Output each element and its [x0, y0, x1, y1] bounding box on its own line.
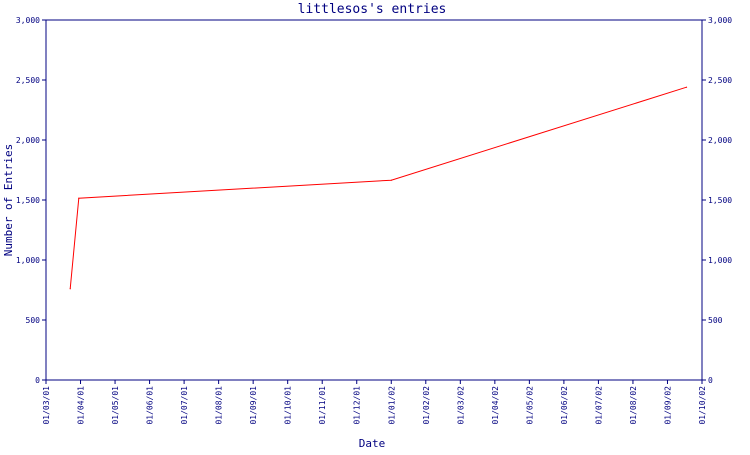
- chart-title: littlesos's entries: [298, 2, 447, 17]
- x-tick-label: 01/03/02: [456, 386, 465, 425]
- y-tick-label-right: 2,500: [708, 76, 732, 85]
- y-axis-left: 0 500 1,000 1,500 2,000 2,500 3,000: [16, 16, 46, 385]
- x-tick-label: 01/02/02: [422, 386, 431, 425]
- y-tick-label-left: 2,500: [16, 76, 40, 85]
- x-tick-label: 01/08/02: [629, 386, 638, 425]
- x-tick-label: 01/11/01: [318, 386, 327, 425]
- series-line: [69, 86, 687, 289]
- y-tick-label-left: 500: [26, 316, 41, 325]
- x-tick-label: 01/12/01: [353, 386, 362, 425]
- y-tick-label-right: 1,000: [708, 256, 732, 265]
- x-tick-label: 01/06/02: [560, 386, 569, 425]
- data-point: [390, 179, 392, 181]
- x-axis-label: Date: [359, 437, 386, 450]
- series-layer: [69, 86, 688, 290]
- x-tick-label: 01/07/02: [594, 386, 603, 425]
- y-tick-label-right: 0: [708, 376, 713, 385]
- x-tick-label: 01/05/02: [525, 386, 534, 425]
- x-tick-label: 01/10/02: [698, 386, 707, 425]
- x-axis: 01/03/01 01/04/01 01/05/01 01/06/01 01/07/01…: [42, 380, 707, 425]
- y-tick-label-left: 1,000: [16, 256, 40, 265]
- x-tick-label: 01/03/01: [42, 386, 51, 425]
- x-tick-label: 01/10/01: [284, 386, 293, 425]
- y-tick-label-right: 3,000: [708, 16, 732, 25]
- y-tick-label-left: 0: [35, 376, 40, 385]
- x-tick-label: 01/07/01: [180, 386, 189, 425]
- plot-frame: [45, 19, 703, 381]
- x-tick-label: 01/09/01: [249, 386, 258, 425]
- data-point: [78, 197, 80, 199]
- x-tick-label: 01/08/01: [215, 386, 224, 425]
- x-tick-label: 01/06/01: [146, 386, 155, 425]
- y-tick-label-right: 1,500: [708, 196, 732, 205]
- y-tick-label-right: 500: [708, 316, 723, 325]
- y-tick-label-right: 2,000: [708, 136, 732, 145]
- y-tick-label-left: 2,000: [16, 136, 40, 145]
- x-tick-label: 01/05/01: [111, 386, 120, 425]
- x-tick-label: 01/01/02: [387, 386, 396, 425]
- x-tick-label: 01/04/01: [77, 386, 86, 425]
- data-point: [69, 288, 71, 290]
- data-point: [685, 86, 688, 88]
- y-tick-label-left: 1,500: [16, 196, 40, 205]
- y-axis-label: Number of Entries: [2, 144, 15, 257]
- x-tick-label: 01/09/02: [663, 386, 672, 425]
- y-axis-right: 0 500 1,000 1,500 2,000 2,500 3,000: [702, 16, 732, 385]
- x-tick-label: 01/04/02: [491, 386, 500, 425]
- y-tick-label-left: 3,000: [16, 16, 40, 25]
